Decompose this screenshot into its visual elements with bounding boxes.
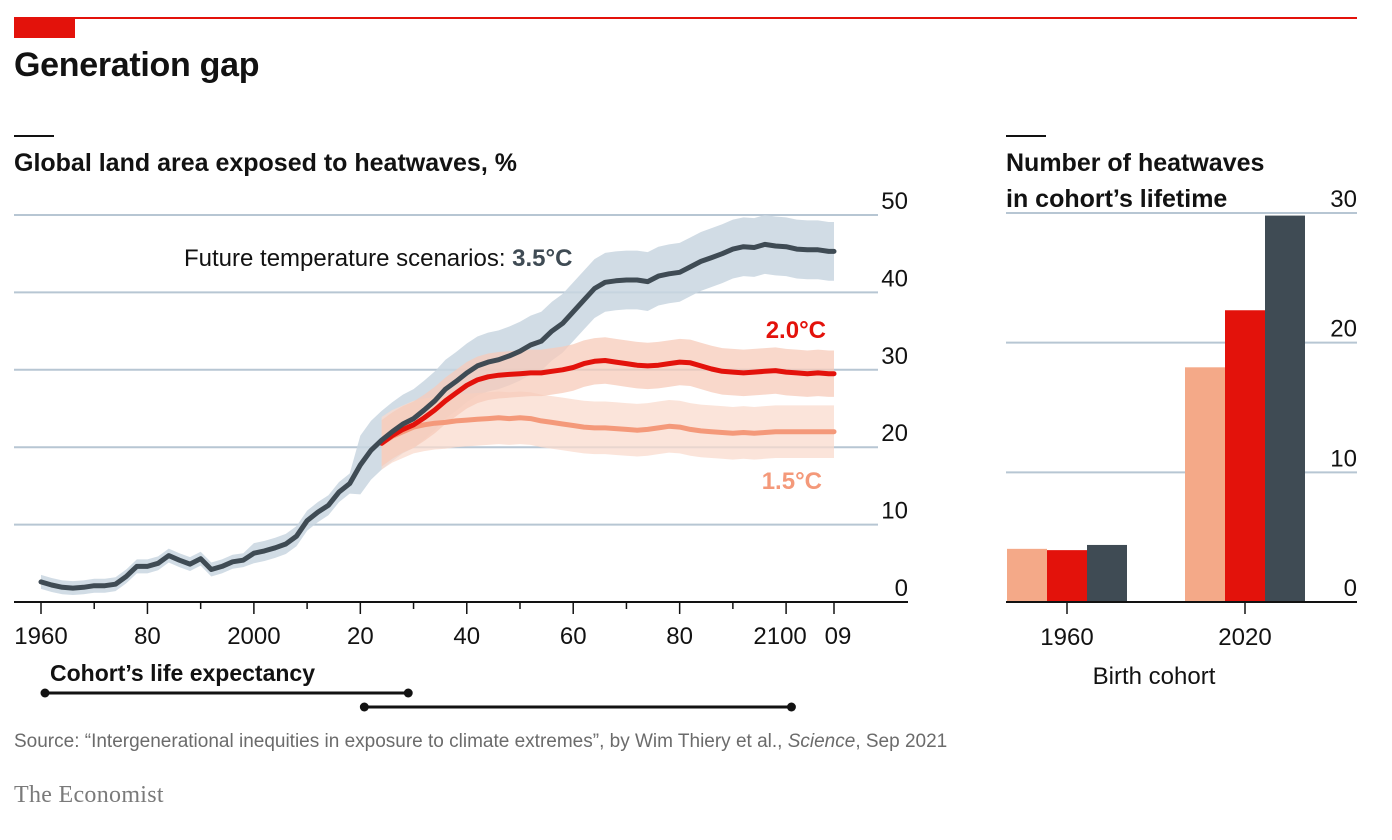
line-x-tick-label: 09 <box>825 623 852 650</box>
line-y-tick-label: 50 <box>881 188 908 215</box>
bar-y-tick-label: 20 <box>1330 316 1357 343</box>
line-y-tick-label: 40 <box>881 265 908 292</box>
line-x-tick-label: 80 <box>666 623 693 650</box>
source-note: Source: “Intergenerational inequities in… <box>14 731 948 752</box>
bar-y-tick-label: 10 <box>1330 445 1357 472</box>
line-chart-title-rule <box>14 135 54 137</box>
lifespan-end-dot <box>403 688 413 698</box>
series-line-35 <box>38 241 837 591</box>
bar-y-tick-label: 0 <box>1344 575 1357 602</box>
lifespan-bars <box>40 688 796 712</box>
line-chart-x-axis: 1960 80 2000 20 40 60 80 2100 09 <box>14 601 908 650</box>
bar-2020-20 <box>1225 310 1265 602</box>
brand-tab <box>14 17 75 38</box>
bar-chart-y-ticks: 0 10 20 30 <box>1330 186 1357 602</box>
bar-chart-bars <box>1007 215 1305 603</box>
line-x-tick-label: 2000 <box>227 623 280 650</box>
bar-x-tick-label: 2020 <box>1218 624 1271 651</box>
bar-1960-15 <box>1007 548 1047 602</box>
line-chart-title: Global land area exposed to heatwaves, % <box>14 149 517 177</box>
series-line-20 <box>379 358 837 446</box>
lifespan-start-dot <box>359 702 369 712</box>
lifespan-title: Cohort’s life expectancy <box>50 660 315 686</box>
bar-chart-title-rule <box>1006 135 1046 137</box>
line-x-tick-label: 60 <box>560 623 587 650</box>
bar-1960-20 <box>1047 550 1087 602</box>
economist-logo: The Economist <box>14 782 164 808</box>
bar-chart-x-axis: 1960 2020 <box>1006 601 1357 651</box>
line-y-tick-label: 20 <box>881 420 908 447</box>
bar-chart-title-line-1: Number of heatwaves <box>1006 149 1264 177</box>
label-2-0c: 2.0°C <box>766 317 826 344</box>
bar-2020-15 <box>1185 367 1225 602</box>
bar-1960-35 <box>1087 544 1127 602</box>
lifespan-end-dot <box>786 702 796 712</box>
series-line-15 <box>379 415 837 446</box>
bar-chart-title-line-2: in cohort’s lifetime <box>1006 185 1227 213</box>
bar-2020-35 <box>1265 215 1305 603</box>
page-title: Generation gap <box>14 46 260 84</box>
line-y-tick-label: 10 <box>881 498 908 525</box>
line-x-tick-label: 2100 <box>753 623 806 650</box>
bar-y-tick-label: 30 <box>1330 186 1357 213</box>
bar-x-tick-label: 1960 <box>1040 624 1093 651</box>
line-x-tick-label: 40 <box>453 623 480 650</box>
line-y-tick-label: 0 <box>895 575 908 602</box>
scenario-annotation: Future temperature scenarios: 3.5°C <box>184 245 572 272</box>
bar-chart-x-label: Birth cohort <box>1093 663 1216 690</box>
line-x-tick-label: 1960 <box>14 623 67 650</box>
lifespan-start-dot <box>40 688 50 698</box>
line-chart-series <box>38 241 837 591</box>
line-x-tick-label: 20 <box>347 623 374 650</box>
label-1-5c: 1.5°C <box>762 468 822 495</box>
line-chart-y-ticks: 0 10 20 30 40 50 <box>881 188 908 602</box>
top-rule <box>14 17 1357 19</box>
line-x-tick-label: 80 <box>134 623 161 650</box>
line-y-tick-label: 30 <box>881 343 908 370</box>
